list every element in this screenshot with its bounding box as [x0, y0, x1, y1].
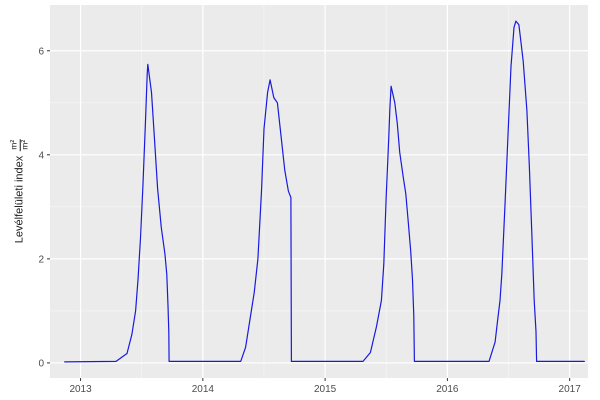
x-tick-label: 2017: [559, 384, 582, 395]
y-tick-label: 6: [38, 46, 44, 57]
y-tick-label: 0: [38, 358, 44, 369]
y-axis-unit-denominator: m²: [19, 139, 30, 150]
y-axis-title-text: Levélfelületi index: [14, 155, 26, 244]
x-tick-label: 2015: [314, 384, 337, 395]
lai-series-line: [64, 20, 585, 363]
x-tick-label: 2014: [192, 384, 215, 395]
x-tick-label: 2013: [69, 384, 92, 395]
y-axis-title: Levélfelületi index m² m²: [9, 138, 31, 244]
y-tick-label: 4: [38, 150, 44, 161]
plot-panel: [50, 5, 588, 378]
x-tick-label: 2016: [436, 384, 459, 395]
y-tick-label: 2: [38, 254, 44, 265]
y-axis-unit-fraction: m² m²: [9, 138, 31, 151]
